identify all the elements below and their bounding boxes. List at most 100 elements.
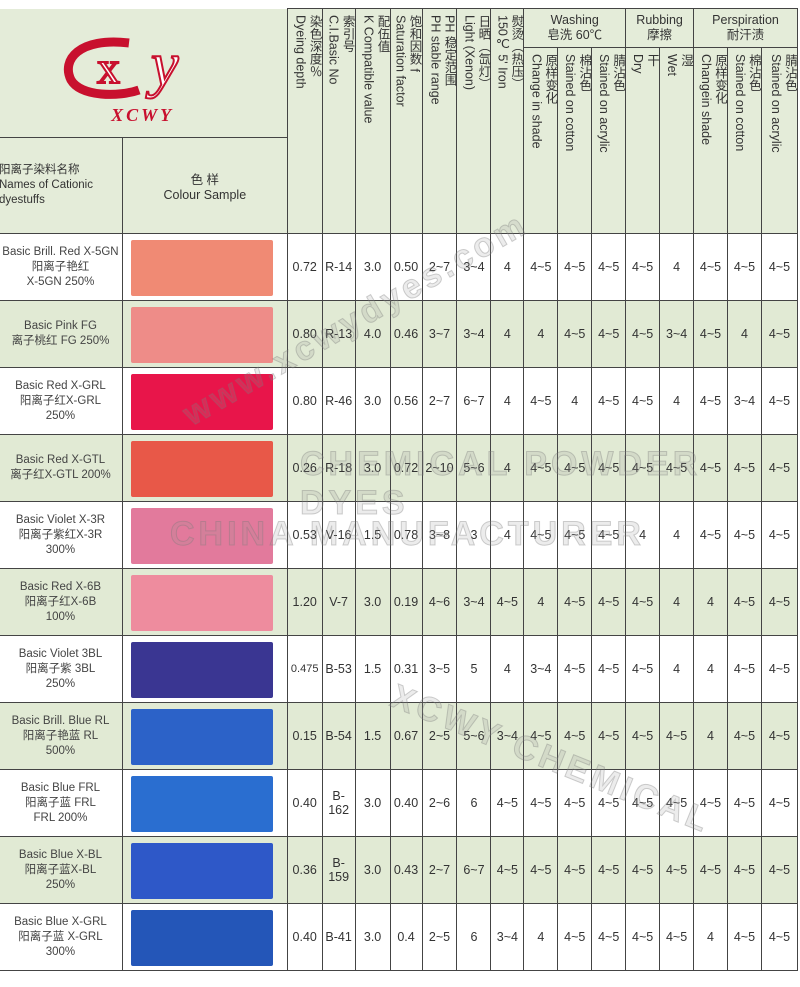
group-perspiration: Perspiration 耐汗渍: [693, 8, 798, 48]
colour-swatch: [130, 641, 273, 698]
dye-name-line: 300%: [45, 543, 76, 556]
dye-name-line: 500%: [45, 744, 76, 757]
cell-light: 6~7: [456, 836, 492, 904]
col-compatible-value: 配伍值 K Compatible value: [354, 8, 391, 234]
colour-sample-cell: [121, 769, 288, 837]
cell-dyeing-depth: 0.475: [286, 635, 323, 703]
colour-swatch: [130, 373, 273, 430]
cell-persp-cotton: 4~5: [726, 635, 762, 703]
col-wash-acrylic: 腈沾色 Stained on acrylic: [591, 47, 627, 234]
cell-ci-basic-no: R-18: [321, 434, 356, 502]
col-wash-cotton: 棉沾色 Stained on cotton: [557, 47, 593, 234]
colour-sample-cell: [121, 300, 288, 368]
cell-persp-acrylic: 4~5: [760, 367, 799, 435]
cell-ph-range: 2~7: [421, 836, 458, 904]
cell-rub-wet: 4~5: [659, 903, 695, 971]
table-row: Basic Brill. Red X-5GN 阳离子艳红 X-5GN 250% 0.7…: [0, 233, 799, 301]
cell-saturation-factor: 0.56: [389, 367, 423, 435]
cell-persp-change: 4~5: [693, 300, 728, 368]
cell-iron: 4: [490, 300, 525, 368]
cell-compatible-value: 3.0: [354, 836, 391, 904]
cell-dyeing-depth: 1.20: [286, 568, 323, 636]
cell-compatible-value: 1.5: [354, 501, 391, 569]
dye-name: Basic Red X-6B 阳离子红X-6B 100%: [0, 568, 123, 636]
dye-name-line: 阳离子紫 3BL: [25, 662, 96, 675]
cell-persp-acrylic: 4~5: [760, 903, 799, 971]
cell-wash-cotton: 4~5: [557, 836, 593, 904]
dye-name: Basic Blue X-GRL 阳离子蓝 X-GRL 300%: [0, 903, 123, 971]
cell-light: 5: [456, 635, 492, 703]
cell-saturation-factor: 0.78: [389, 501, 423, 569]
cell-ci-basic-no: V-16: [321, 501, 356, 569]
cell-wash-acrylic: 4~5: [591, 434, 627, 502]
cell-wash-acrylic: 4~5: [591, 635, 627, 703]
col-persp-change: 原样变化 Changein shade: [693, 47, 728, 234]
cell-compatible-value: 1.5: [354, 635, 391, 703]
col-ph-range: PH 稳定范围 PH stable range: [421, 8, 458, 234]
cell-ph-range: 2~5: [421, 702, 458, 770]
cell-wash-change: 4~5: [523, 233, 559, 301]
dye-name-line: 阳离子紫红X-3R: [18, 528, 103, 541]
cell-persp-change: 4~5: [693, 769, 728, 837]
col-colour-sample: 色 样 Colour Sample: [121, 137, 288, 234]
cell-persp-cotton: 3~4: [726, 367, 762, 435]
dye-name: Basic Blue FRL 阳离子蓝 FRL FRL 200%: [0, 769, 123, 837]
dye-name-line: 250%: [45, 677, 76, 690]
cell-wash-acrylic: 4~5: [591, 702, 627, 770]
cell-saturation-factor: 0.43: [389, 836, 423, 904]
logo-text: XCWY: [111, 104, 175, 125]
table-row: Basic Red X-6B 阳离子红X-6B 100% 1.20 V-7 3.0 0.19…: [0, 568, 799, 636]
cell-wash-cotton: 4~5: [557, 702, 593, 770]
cell-light: 3~4: [456, 233, 492, 301]
cell-rub-wet: 4: [659, 501, 695, 569]
cell-persp-cotton: 4~5: [726, 233, 762, 301]
table-row: Basic Red X-GRL 阳离子红X-GRL 250% 0.80 R-46 3.0 0…: [0, 367, 799, 435]
col-light-fastness: 日晒（氙灯） Light (Xenon): [456, 8, 492, 234]
dye-name-line: 阳离子蓝X-BL: [24, 863, 97, 876]
cell-rub-dry: 4~5: [625, 233, 661, 301]
cell-dyeing-depth: 0.53: [286, 501, 323, 569]
dye-name-line: 100%: [45, 610, 76, 623]
colour-sample-cell: [121, 836, 288, 904]
cell-rub-wet: 3~4: [659, 300, 695, 368]
cell-ph-range: 3~7: [421, 300, 458, 368]
cell-iron: 3~4: [490, 702, 525, 770]
dye-name-line: Basic Red X-GTL: [15, 454, 106, 466]
cell-rub-wet: 4~5: [659, 702, 695, 770]
cell-persp-change: 4: [693, 568, 728, 636]
cell-ph-range: 3~5: [421, 635, 458, 703]
dye-name-line: Basic Brill. Blue RL: [11, 714, 110, 727]
cell-iron: 4: [490, 233, 525, 301]
cell-rub-dry: 4~5: [625, 702, 661, 770]
colour-sample-cell: [121, 568, 288, 636]
cell-saturation-factor: 0.19: [389, 568, 423, 636]
cell-compatible-value: 3.0: [354, 367, 391, 435]
group-rubbing: Rubbing 摩擦: [625, 8, 695, 48]
cell-wash-change: 4~5: [523, 836, 559, 904]
col-persp-cotton: 棉沾色 Stained on cotton: [726, 47, 762, 234]
cell-iron: 4: [490, 434, 525, 502]
dye-name-line: 阳离子艳红: [31, 260, 90, 273]
dye-name-line: Basic Red X-6B: [19, 580, 102, 593]
dye-name: Basic Pink FG 离子桃红 FG 250%: [0, 300, 123, 368]
cell-saturation-factor: 0.50: [389, 233, 423, 301]
cell-dyeing-depth: 0.40: [286, 903, 323, 971]
cell-iron: 4: [490, 635, 525, 703]
cell-saturation-factor: 0.67: [389, 702, 423, 770]
cell-wash-change: 4: [523, 903, 559, 971]
dye-name-line: Basic Pink FG: [24, 320, 97, 332]
cell-persp-acrylic: 4~5: [760, 769, 799, 837]
cell-rub-dry: 4~5: [625, 635, 661, 703]
dye-name-line: Basic Violet X-3R: [15, 513, 106, 526]
dye-name-line: Basic Violet 3BL: [18, 647, 103, 660]
cell-compatible-value: 3.0: [354, 233, 391, 301]
dye-name: Basic Blue X-BL 阳离子蓝X-BL 250%: [0, 836, 123, 904]
cell-persp-cotton: 4~5: [726, 568, 762, 636]
dye-name-line: 250%: [45, 878, 76, 891]
cell-persp-cotton: 4~5: [726, 501, 762, 569]
colour-swatch: [130, 574, 273, 631]
cell-persp-change: 4~5: [693, 233, 728, 301]
cell-persp-change: 4~5: [693, 367, 728, 435]
table-row: Basic Pink FG 离子桃红 FG 250% 0.80 R-13 4.0 0.46…: [0, 300, 799, 368]
table-row: Basic Blue FRL 阳离子蓝 FRL FRL 200% 0.40 B-162 3…: [0, 769, 799, 837]
